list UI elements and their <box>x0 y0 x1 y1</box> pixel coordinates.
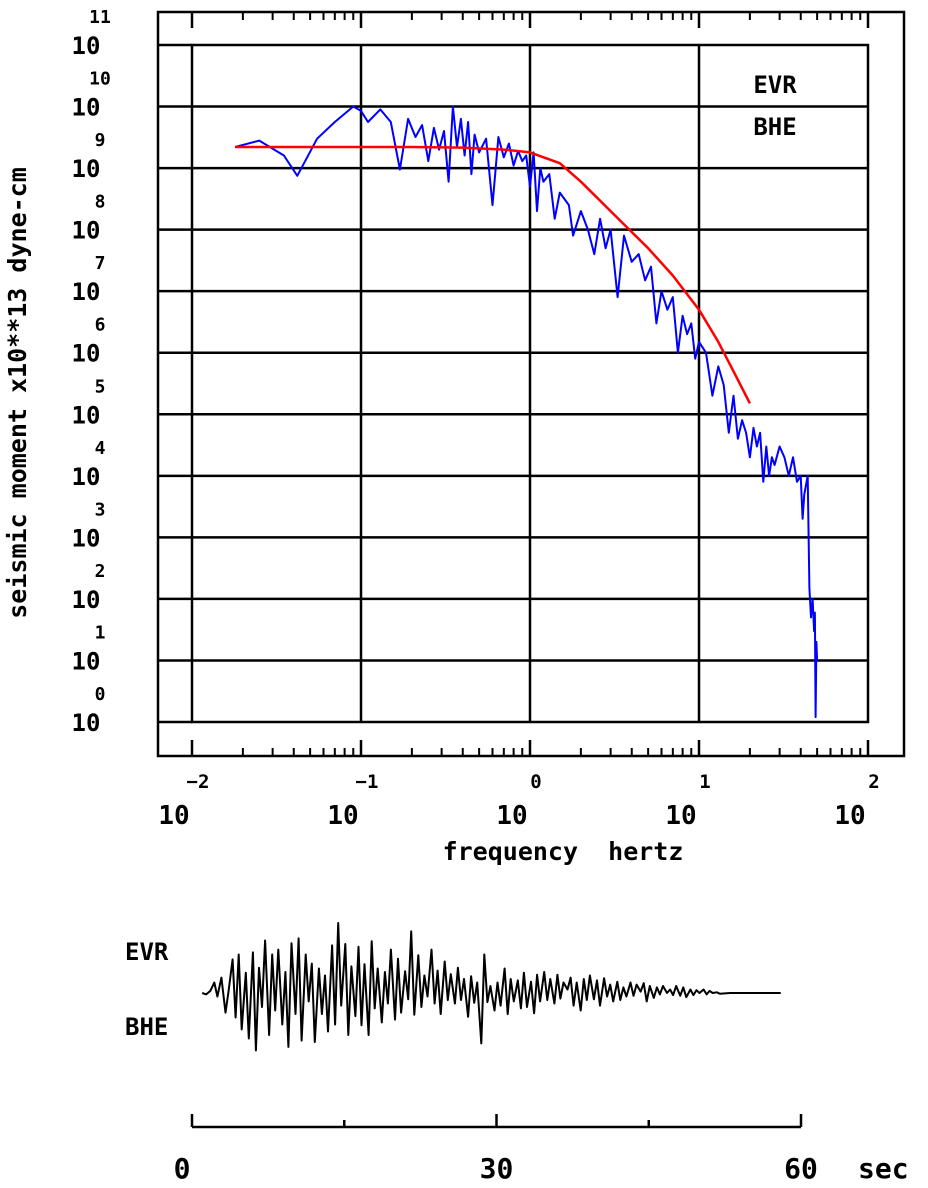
x-tick-label-exponent: −2 <box>187 771 210 793</box>
seismogram-trace <box>201 922 781 1052</box>
x-tick-label-base: 10 <box>158 801 189 831</box>
x-tick-label-exponent: 0 <box>530 771 541 793</box>
seismogram-series <box>201 922 781 1052</box>
y-tick-label-base: 10 <box>72 401 101 429</box>
y-tick-label-base: 10 <box>72 278 101 306</box>
x-tick-marks <box>190 12 870 756</box>
grid-lines <box>192 45 868 722</box>
y-tick-label-exponent: 10 <box>89 69 111 90</box>
x-tick-label-exponent: −1 <box>356 771 379 793</box>
y-tick-label-exponent: 2 <box>95 561 106 582</box>
x-tick-label-exponent: 1 <box>699 771 710 793</box>
y-tick-label-base: 10 <box>72 32 101 60</box>
y-tick-label-exponent: 1 <box>95 622 106 643</box>
y-tick-labels: 10 0 10 1 10 2 10 3 10 4 10 5 10 6 10 7 10 8 10 9 10 10 10 11 <box>72 7 111 737</box>
x-tick-label-base: 10 <box>665 801 696 831</box>
y-tick-label-exponent: 8 <box>95 192 106 213</box>
y-tick-label-base: 10 <box>72 463 101 491</box>
y-tick-label-base: 10 <box>72 709 101 737</box>
y-tick-label-exponent: 7 <box>95 253 106 274</box>
spectrum-line-observed <box>234 105 819 719</box>
spectrum-component-label: BHE <box>753 113 796 141</box>
spectrum-line-model <box>235 145 752 404</box>
y-tick-label-exponent: 9 <box>95 130 106 151</box>
time-axis: 0 30 60 <box>174 1114 818 1185</box>
y-tick-label-exponent: 4 <box>95 438 106 459</box>
y-tick-label-exponent: 5 <box>95 376 106 397</box>
spectrum-series <box>234 105 819 719</box>
y-tick-label-base: 10 <box>72 94 101 122</box>
x-axis-label: frequency hertz <box>443 837 684 866</box>
y-tick-label-exponent: 3 <box>95 499 106 520</box>
y-tick-label-base: 10 <box>72 647 101 675</box>
x-tick-label-base: 10 <box>834 801 865 831</box>
x-tick-label-exponent: 2 <box>868 771 879 793</box>
y-tick-marks <box>158 43 192 724</box>
y-tick-label-base: 10 <box>72 586 101 614</box>
y-tick-label-base: 10 <box>72 217 101 245</box>
y-axis-label: seismic moment x10**13 dyne-cm <box>3 167 32 619</box>
time-tick-label: 0 <box>174 1152 191 1184</box>
y-tick-label-base: 10 <box>72 340 101 368</box>
spectrum-station-label: EVR <box>753 71 797 99</box>
y-tick-label-exponent: 11 <box>89 7 111 28</box>
y-tick-label-base: 10 <box>72 524 101 552</box>
time-tick-label: 60 <box>784 1152 818 1184</box>
trace-station-label: EVR <box>125 938 169 966</box>
time-tick-label: 30 <box>480 1152 514 1184</box>
x-tick-label-base: 10 <box>327 801 358 831</box>
y-tick-label-exponent: 0 <box>95 684 106 705</box>
trace-component-label: BHE <box>125 1013 168 1041</box>
x-tick-label-base: 10 <box>496 801 527 831</box>
y-tick-label-base: 10 <box>72 155 101 183</box>
time-unit-label: sec <box>858 1152 909 1184</box>
y-tick-label-exponent: 6 <box>95 315 106 336</box>
